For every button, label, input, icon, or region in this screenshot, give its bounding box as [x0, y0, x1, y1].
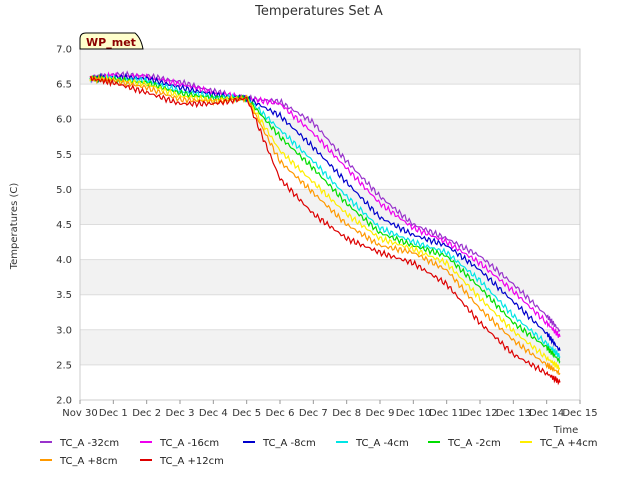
legend-label: TC_A -2cm: [447, 438, 501, 449]
y-axis-label: Temperatures (C): [9, 183, 20, 271]
legend: TC_A -32cm TC_A -16cm TC_A -8cm TC_A -4cm TC…: [40, 438, 598, 467]
x-tick-label: Dec 6: [266, 408, 295, 419]
x-axis-ticks: Nov 30 Dec 1 Dec 2 Dec 3 Dec 4 Dec 5 Dec 6 Dec …: [62, 400, 598, 419]
series-lines: [89, 70, 561, 386]
series-line: [89, 74, 561, 376]
y-tick-label: 3.0: [56, 325, 72, 336]
plot-band: [80, 119, 580, 155]
plot-background: [80, 49, 580, 400]
legend-item: TC_A +12cm: [140, 456, 224, 467]
legend-label: TC_A +8cm: [59, 456, 118, 467]
legend-item: TC_A -16cm: [140, 438, 219, 449]
y-tick-label: 7.0: [56, 45, 72, 56]
y-tick-label: 5.0: [56, 185, 72, 196]
x-tick-label: Dec 12: [462, 408, 497, 419]
x-tick-label: Dec 7: [299, 408, 328, 419]
y-tick-label: 6.0: [56, 115, 72, 126]
legend-label: TC_A -32cm: [59, 438, 119, 449]
plot-band: [80, 84, 580, 120]
x-tick-label: Dec 10: [396, 408, 431, 419]
x-axis-label: Time: [553, 425, 578, 436]
x-tick-label: Nov 30: [62, 408, 97, 419]
legend-label: TC_A -8cm: [262, 438, 316, 449]
y-tick-label: 4.5: [56, 220, 72, 231]
legend-label: TC_A -4cm: [355, 438, 409, 449]
plot-frame: [79, 48, 581, 401]
y-tick-label: 3.5: [56, 290, 72, 301]
legend-item: TC_A +4cm: [520, 438, 598, 449]
x-tick-label: Dec 2: [132, 408, 161, 419]
x-tick-label: Dec 11: [429, 408, 464, 419]
badge-label: WP_met: [86, 36, 136, 49]
series-line: [89, 72, 561, 352]
series-line: [89, 73, 561, 364]
legend-label: TC_A -16cm: [159, 438, 219, 449]
x-tick-label: Dec 1: [99, 408, 128, 419]
y-tick-label: 2.5: [56, 360, 72, 371]
plot-band: [80, 224, 580, 260]
chart-title: Temperatures Set A: [254, 4, 383, 19]
series-line: [89, 71, 561, 338]
plot-band: [80, 189, 580, 225]
x-tick-label: Dec 15: [562, 408, 597, 419]
legend-item: TC_A +8cm: [40, 456, 118, 467]
y-tick-label: 4.0: [56, 255, 72, 266]
plot-band: [80, 259, 580, 295]
x-tick-label: Dec 9: [366, 408, 395, 419]
legend-item: TC_A -4cm: [336, 438, 409, 449]
x-tick-label: Dec 5: [232, 408, 261, 419]
plot-band: [80, 364, 580, 400]
legend-item: TC_A -8cm: [243, 438, 316, 449]
series-line: [89, 75, 561, 386]
y-axis-ticks: 2.0 2.5 3.0 3.5 4.0 4.5 5.0 5.5 6.0 6.5 7.0: [56, 45, 72, 407]
x-tick-label: Dec 14: [529, 408, 564, 419]
plot-band: [80, 329, 580, 365]
x-tick-label: Dec 4: [199, 408, 228, 419]
x-tick-label: Dec 8: [332, 408, 361, 419]
x-tick-label: Dec 3: [166, 408, 195, 419]
legend-item: TC_A -2cm: [428, 438, 501, 449]
y-tick-label: 6.5: [56, 80, 72, 91]
y-tick-label: 2.0: [56, 396, 72, 407]
series-line: [89, 73, 561, 360]
legend-label: TC_A +4cm: [539, 438, 598, 449]
legend-label: TC_A +12cm: [159, 456, 224, 467]
station-badge: WP_met: [79, 32, 144, 50]
legend-item: TC_A -32cm: [40, 438, 119, 449]
y-tick-label: 5.5: [56, 150, 72, 161]
badge-shape: [79, 32, 144, 50]
x-tick-label: Dec 13: [496, 408, 531, 419]
series-line: [89, 70, 561, 333]
